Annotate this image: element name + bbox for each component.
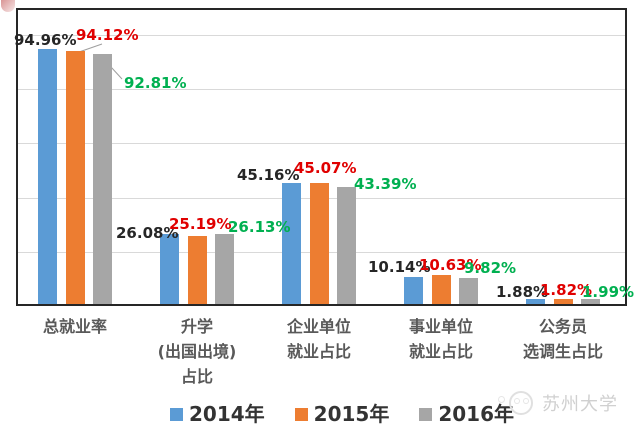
legend-swatch-icon [294,407,308,421]
value-label-2015年-group5: 1.82% [540,281,593,299]
bar-2015年-group1 [65,51,85,304]
watermark-text: 苏州大学 [542,394,618,415]
bar-2016年-group4 [459,278,478,304]
value-label-2016年-group3: 43.39% [354,175,417,193]
legend-label: 2015年 [313,402,390,426]
gridline-80pct [18,89,625,90]
legend-label: 2014年 [189,402,265,426]
bar-2016年-group1 [93,54,112,304]
value-label-2014年-group5: 1.88% [496,283,549,301]
watermark-speck-icon [498,395,505,403]
value-label-2015年-group3: 45.07% [294,159,357,177]
category-label-group3: 企业单位 就业占比 [286,317,351,361]
legend-label: 2016年 [438,402,515,426]
bar-2014年-group2 [160,234,179,304]
bar-2016年-group2 [215,234,234,304]
value-label-2016年-group1: 92.81% [124,74,187,92]
bar-2015年-group3 [309,183,329,304]
corner-artifact [1,0,15,12]
category-label-group4: 事业单位 就业占比 [408,317,473,361]
legend-swatch-icon [170,407,183,421]
legend: 2014年 2015年 2016年 [170,402,514,426]
category-label-group2: 升学 (出国出境) 占比 [157,317,237,386]
legend-item-2015年: 2015年 [294,402,390,426]
value-label-2014年-group4: 10.14% [368,258,431,276]
bar-2014年-group1 [38,49,57,304]
plot-area-border [16,8,627,306]
bar-2014年-group3 [282,183,301,304]
value-label-2016年-group4: 9.82% [464,259,517,277]
gridline-100pct [18,35,625,36]
bar-2016年-group5 [581,299,600,304]
legend-item-2014年: 2014年 [170,402,265,426]
bar-2015年-group4 [431,275,451,304]
bar-2015年-group2 [187,236,207,304]
value-label-2014年-group3: 45.16% [237,166,300,184]
value-label-2016年-group2: 26.13% [228,218,291,236]
legend-item-2016年: 2016年 [419,402,514,426]
bar-2014年-group4 [404,277,423,304]
legend-swatch-icon [419,407,433,421]
bar-2015年-group5 [553,299,573,304]
university-seal-icon [509,391,533,415]
gridline-60pct [18,143,625,144]
watermark: 苏州大学 [498,390,618,416]
value-label-2015年-group4: 10.63% [419,256,482,274]
value-label-2014年-group2: 26.08% [116,224,179,242]
bar-2014年-group5 [526,299,545,304]
category-label-group5: 公务员 选调生占比 [522,317,603,361]
value-label-2015年-group2: 25.19% [169,215,232,233]
bar-2016年-group3 [337,187,356,304]
value-label-2014年-group1: 94.96% [14,31,77,49]
category-label-group1: 总就业率 [42,317,107,336]
value-label-2015年-group1: 94.12% [76,26,139,44]
value-label-2016年-group5: 1.99% [582,283,635,301]
